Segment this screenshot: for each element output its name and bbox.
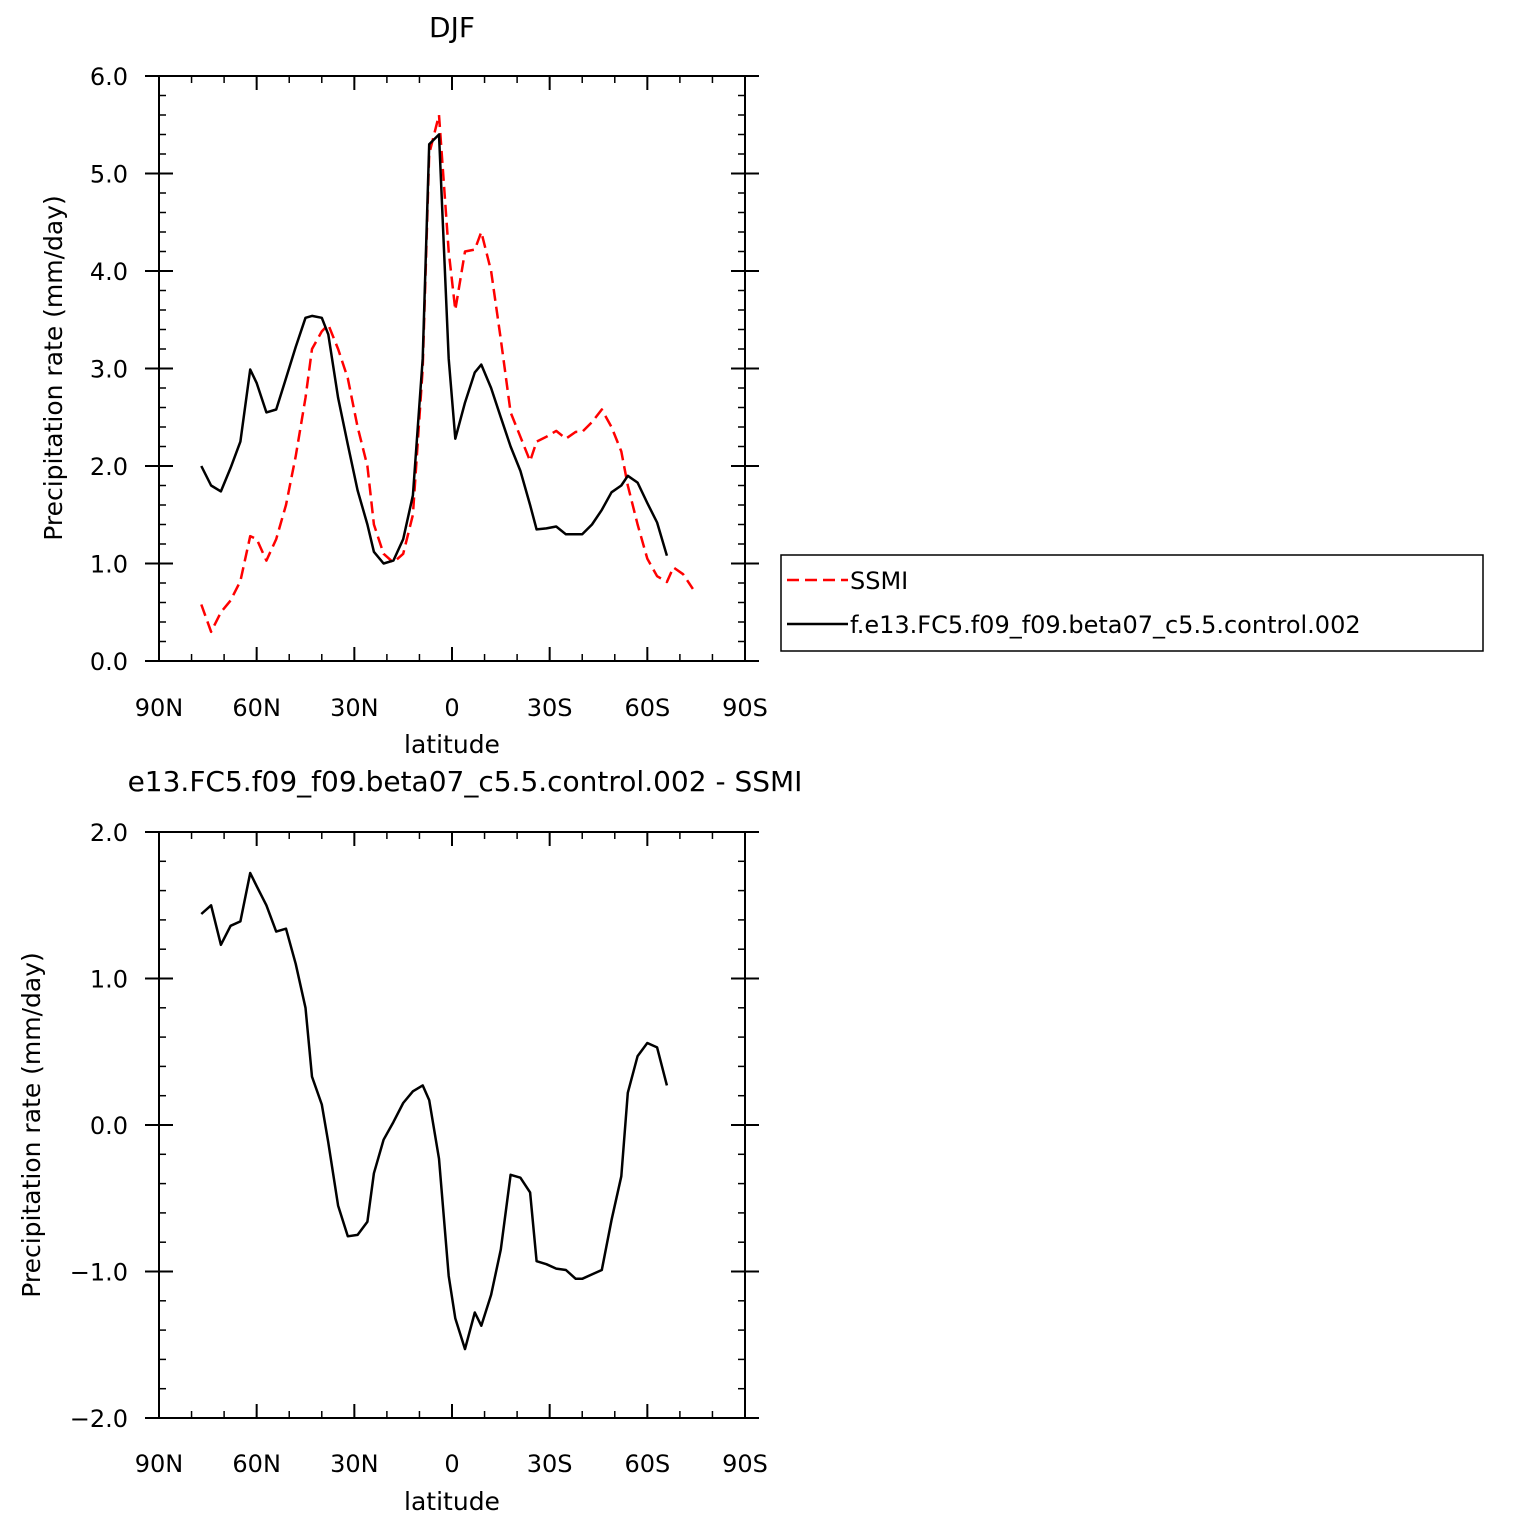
chart-djf: DJF latitude Precipitation rate (mm/day)… [39, 11, 1484, 759]
y-tick-label: 3.0 [90, 356, 128, 384]
y-tick-label: 0.0 [90, 648, 128, 676]
x-tick-label: 0 [444, 694, 459, 722]
x-tick-label: 90S [722, 694, 768, 722]
chart-title: DJF [429, 11, 475, 44]
series-line-ssmi [200, 113, 694, 634]
y-tick-label: 4.0 [90, 258, 128, 286]
y-tick-label: 2.0 [90, 453, 128, 481]
y-tick-label: −2.0 [70, 1405, 128, 1433]
x-tick-label: 30S [527, 694, 573, 722]
x-tick-label: 30S [527, 1450, 573, 1478]
y-axis-label: Precipitation rate (mm/day) [39, 195, 68, 541]
y-tick-label: −1.0 [70, 1259, 128, 1287]
x-tick-label: 90N [135, 694, 184, 722]
x-tick-label: 60N [232, 1450, 281, 1478]
y-tick-label: 1.0 [90, 966, 128, 994]
y-tick-label: 0.0 [90, 1112, 128, 1140]
x-tick-label: 60S [624, 694, 670, 722]
y-tick-label: 5.0 [90, 161, 128, 189]
legend-entry: SSMI [850, 567, 908, 595]
y-axis-label: Precipitation rate (mm/day) [17, 952, 46, 1298]
y-tick-label: 6.0 [90, 63, 128, 91]
legend: SSMI f.e13.FC5.f09_f09.beta07_c5.5.contro… [780, 554, 1484, 652]
legend-entry: f.e13.FC5.f09_f09.beta07_c5.5.control.00… [850, 611, 1361, 639]
plot-frame [158, 831, 746, 1419]
x-tick-label: 60N [232, 694, 281, 722]
series-line-f-e13-fc5-f09-f09-beta07-c5-5-control-002 [200, 133, 669, 565]
plot-frame [158, 75, 746, 662]
legend-box [780, 554, 1484, 652]
x-tick-label: 30N [330, 1450, 379, 1478]
x-tick-label: 30N [330, 694, 379, 722]
y-tick-label: 1.0 [90, 551, 128, 579]
x-axis-label: latitude [404, 1487, 500, 1516]
series-line-difference [200, 871, 669, 1351]
x-axis-label: latitude [404, 730, 500, 759]
x-tick-label: 0 [444, 1450, 459, 1478]
chart-title: e13.FC5.f09_f09.beta07_c5.5.control.002 … [128, 765, 803, 798]
x-tick-label: 90N [135, 1450, 184, 1478]
y-tick-label: 2.0 [90, 819, 128, 847]
chart-difference: e13.FC5.f09_f09.beta07_c5.5.control.002 … [17, 765, 802, 1516]
x-tick-label: 90S [722, 1450, 768, 1478]
x-tick-label: 60S [624, 1450, 670, 1478]
